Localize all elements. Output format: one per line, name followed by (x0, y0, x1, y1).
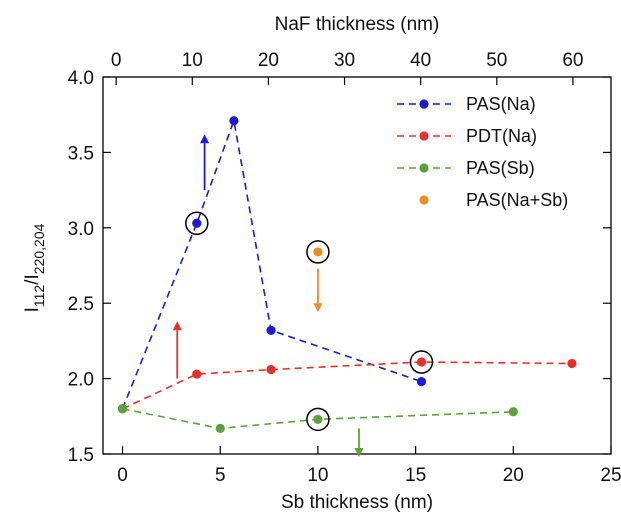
data-point-pas-sb (313, 414, 323, 424)
x2-tick-label: 10 (182, 50, 203, 71)
plot-frame (102, 76, 612, 455)
data-point-pdt-na (416, 357, 427, 367)
x-axis-title: Sb thickness (nm) (281, 492, 433, 513)
data-point-pas-na-sb (313, 247, 323, 257)
x2-tick-label: 30 (334, 50, 355, 71)
annotation-arrow-head (354, 448, 364, 458)
data-point-pas-sb (215, 423, 225, 433)
data-point-pas-sb (117, 404, 128, 414)
x2-tick-label: 50 (486, 50, 507, 71)
y-axis-title: I112/I220,204 (22, 223, 47, 312)
legend-label-pas-na-sb: PAS(Na+Sb) (466, 190, 568, 210)
x-tick-label: 15 (405, 465, 426, 486)
series-line-pdt-na (122, 361, 572, 410)
annotation-arrow-head (200, 134, 210, 144)
data-point-pas-na (416, 377, 427, 387)
x-tick-label: 25 (600, 465, 621, 486)
y-tick-label: 3.0 (68, 219, 94, 240)
y-tick-label: 3.5 (68, 143, 94, 164)
x2-tick-label: 60 (562, 50, 583, 71)
data-point-pdt-na (192, 369, 202, 379)
y-tick-label: 1.5 (68, 445, 94, 466)
data-point-pas-na (192, 218, 202, 228)
data-point-pdt-na (567, 358, 577, 369)
legend-marker-pas-na (419, 99, 429, 109)
x2-axis-title: NaF thickness (nm) (275, 14, 440, 35)
legend-marker-pdt-na (419, 131, 429, 141)
y-tick-label: 2.0 (68, 370, 94, 391)
highlight-circle (306, 407, 330, 432)
x2-tick-label: 0 (111, 50, 122, 71)
annotation-arrow-head (313, 303, 323, 313)
legend-marker-pas-sb (419, 163, 429, 173)
series-line-pas-na (121, 117, 422, 410)
y-tick-label: 2.5 (68, 294, 94, 315)
legend-label-pas-sb: PAS(Sb) (466, 158, 535, 178)
data-point-pdt-na (266, 364, 276, 375)
highlight-circle (185, 211, 209, 236)
y-tick-label: 4.0 (68, 68, 94, 89)
legend-label-pdt-na: PDT(Na) (466, 126, 537, 146)
x-tick-label: 10 (307, 465, 328, 486)
data-point-pas-sb (508, 407, 518, 417)
legend-marker-pas-na-sb (419, 195, 429, 205)
x-tick-label: 5 (215, 465, 226, 486)
annotation-arrow-head (172, 321, 182, 331)
x-tick-label: 20 (503, 465, 524, 486)
series-line-pas-sb (122, 408, 514, 430)
data-point-pas-na (229, 116, 239, 126)
highlight-circle (409, 350, 434, 374)
data-point-pas-na (266, 325, 276, 335)
x2-tick-label: 40 (410, 50, 431, 71)
x-tick-label: 0 (117, 465, 128, 486)
legend-label-pas-na: PAS(Na) (466, 94, 536, 114)
highlight-circle (306, 240, 330, 264)
x2-tick-label: 20 (258, 50, 279, 71)
